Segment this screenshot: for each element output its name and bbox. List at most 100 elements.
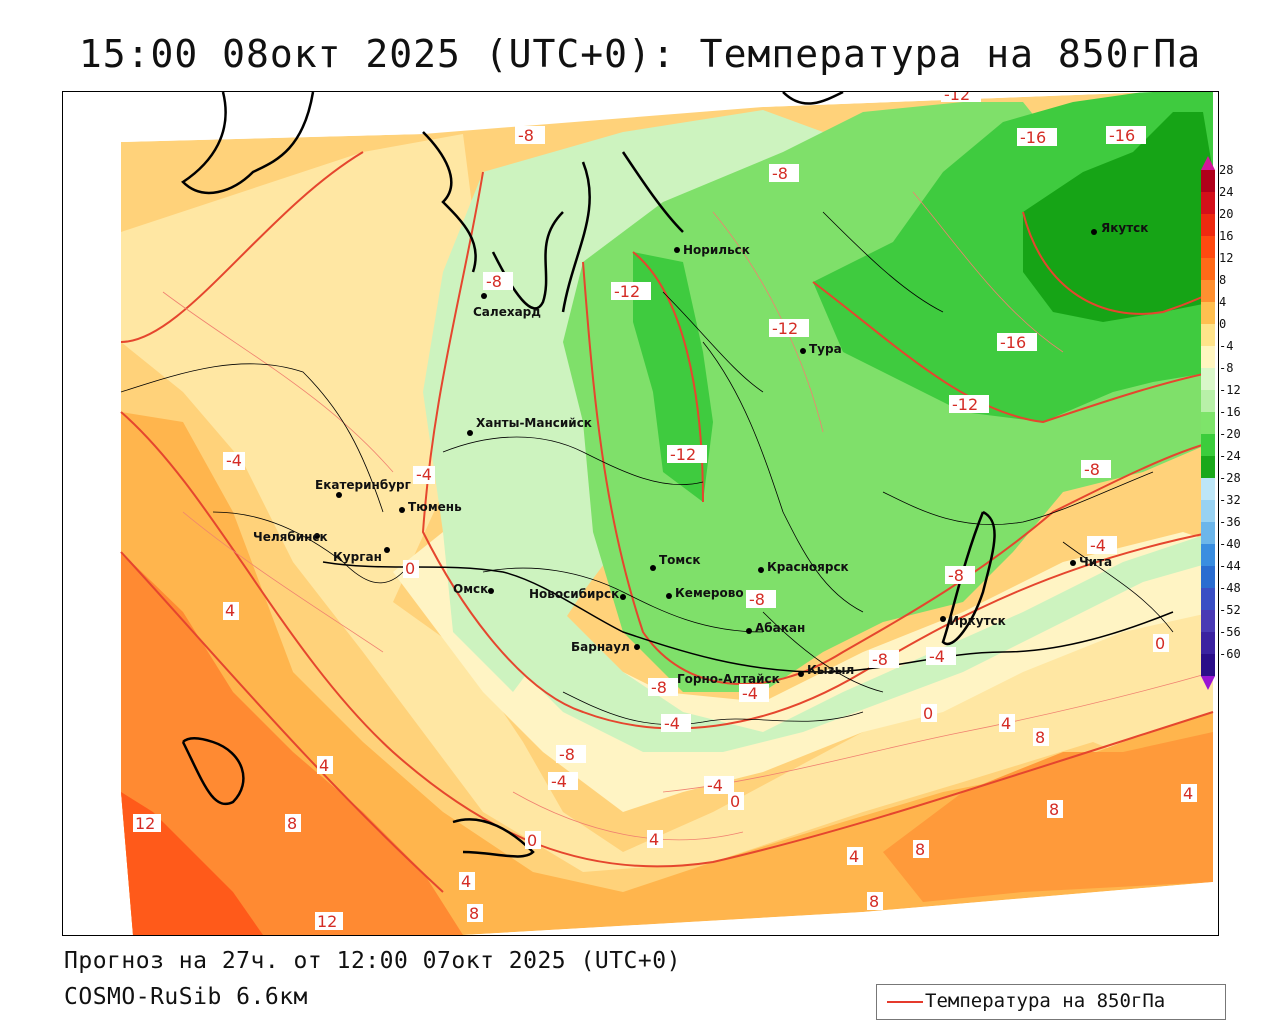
colorbar-level-label: -4: [1219, 339, 1233, 353]
city-label: Абакан: [755, 621, 805, 635]
contour-label: -8: [518, 126, 534, 145]
city-label: Красноярск: [767, 560, 849, 574]
city-label: Кызыл: [807, 663, 854, 677]
contour-label: 4: [1183, 784, 1193, 803]
contour-lines: [120, 151, 1214, 893]
city-label: Томск: [659, 553, 701, 567]
city-markers: Норильск Салехард Тура Якутск Ханты-Манс…: [253, 221, 1148, 686]
colorbar-level-label: -40: [1219, 537, 1241, 551]
contour-label: -12: [952, 395, 978, 414]
contour-label: -4: [551, 772, 567, 791]
state-border: [322, 561, 1174, 673]
colorbar-level-label: 0: [1219, 317, 1226, 331]
contour-label: -16: [1000, 333, 1026, 352]
contour-label: -8: [651, 678, 667, 697]
contour-label: -4: [707, 776, 723, 795]
contour-label: -4: [742, 684, 758, 703]
colorbar-level-label: -32: [1219, 493, 1241, 507]
colorbar-swatch: [1201, 588, 1215, 611]
colorbar-swatch: [1201, 192, 1215, 215]
city-label: Якутск: [1101, 221, 1148, 235]
colorbar-top-arrow: [1201, 156, 1215, 170]
colorbar-level-label: -36: [1219, 515, 1241, 529]
contour-label: -8: [749, 590, 765, 609]
temperature-map: Норильск Салехард Тура Якутск Ханты-Манс…: [63, 92, 1218, 935]
colorbar-level-label: 4: [1219, 295, 1226, 309]
city-label: Новосибирск: [529, 587, 619, 601]
colorbar-level-label: -24: [1219, 449, 1241, 463]
colorbar-level-label: -28: [1219, 471, 1241, 485]
contour-label: 8: [1049, 800, 1059, 819]
colorbar-swatch: [1201, 654, 1215, 677]
zone-0-4: [121, 134, 1213, 872]
contour-label: 4: [461, 872, 471, 891]
map-title: 15:00 08окт 2025 (UTC+0): Температура на…: [78, 32, 1202, 76]
city-label: Чита: [1079, 555, 1112, 569]
colorbar-level-label: -44: [1219, 559, 1241, 573]
contour-label: -8: [559, 745, 575, 764]
contour-label: 8: [287, 814, 297, 833]
outside-domain-nw: [63, 92, 423, 935]
legend-label: Температура на 850гПа: [925, 990, 1166, 1012]
city-label: Челябинск: [253, 530, 328, 544]
contour-label: -12: [670, 445, 696, 464]
colorbar-level-label: 8: [1219, 273, 1226, 287]
colorbar-swatch: [1201, 346, 1215, 369]
admin-borders: [120, 211, 1174, 725]
contour-label: -12: [614, 282, 640, 301]
colorbar-level-label: -16: [1219, 405, 1241, 419]
contour-label: 8: [469, 904, 479, 923]
city-label: Салехард: [473, 305, 541, 319]
colorbar-level-label: 16: [1219, 229, 1233, 243]
colorbar-swatch: [1201, 456, 1215, 479]
colorbar-level-label: -56: [1219, 625, 1241, 639]
contour-label: -16: [1109, 126, 1135, 145]
colorbar-bottom-arrow: [1201, 676, 1215, 690]
contour-label: 8: [869, 892, 879, 911]
colorbar-swatch: [1201, 390, 1215, 413]
contour-value-labels: -8 -8 -8 -8 -12 -12 -12 -12 -16 -16 -16 …: [133, 92, 1197, 931]
colorbar-swatch: [1201, 214, 1215, 237]
colorbar-swatch: [1201, 280, 1215, 303]
contour-label: -8: [772, 164, 788, 183]
city-label: Барнаул: [571, 640, 630, 654]
colorbar-swatch: [1201, 544, 1215, 567]
zone-minus8-minus4-south: [493, 532, 1213, 752]
colorbar-swatch: [1201, 566, 1215, 589]
contour-label: 0: [730, 792, 740, 811]
contour-label: 8: [1035, 728, 1045, 747]
colorbar-swatch: [1201, 412, 1215, 435]
city-label: Ханты-Мансийск: [476, 416, 592, 430]
contour-label: -4: [929, 647, 945, 666]
colorbar-swatch: [1201, 236, 1215, 259]
zone-below-minus16: [1023, 112, 1213, 322]
contour-label: 4: [1001, 714, 1011, 733]
legend: Температура на 850гПа: [876, 984, 1226, 1020]
zone-8-12: [121, 552, 463, 935]
contour-label: 0: [1155, 634, 1165, 653]
colorbar-level-label: 12: [1219, 251, 1233, 265]
contour-label: 12: [317, 912, 337, 931]
colorbar-swatch: [1201, 302, 1215, 325]
colorbar-swatch: [1201, 522, 1215, 545]
city-label: Горно-Алтайск: [677, 672, 780, 686]
colorbar-swatch: [1201, 478, 1215, 501]
contour-label: -16: [1020, 128, 1046, 147]
city-label: Иркутск: [949, 614, 1006, 628]
model-name: COSMO-RuSib 6.6км: [64, 984, 308, 1010]
contour-label: 8: [915, 840, 925, 859]
contour-label: -4: [664, 714, 680, 733]
colorbar-level-label: 24: [1219, 185, 1233, 199]
colorbar-level-label: 20: [1219, 207, 1233, 221]
colorbar: 28 24 20 16 12 8 4 0 -4 -8 -12 -16 -20 -24 -28 -32 -36 -4…: [1201, 156, 1241, 690]
city-label: Екатеринбург: [315, 478, 411, 492]
colorbar-level-label: 28: [1219, 163, 1233, 177]
colorbar-level-label: -52: [1219, 603, 1241, 617]
colorbar-swatch: [1201, 324, 1215, 347]
contour-label: 4: [649, 830, 659, 849]
legend-line-swatch: [887, 1001, 923, 1003]
forecast-info: Прогноз на 27ч. от 12:00 07окт 2025 (UTC…: [64, 948, 681, 974]
colorbar-level-label: -8: [1219, 361, 1233, 375]
city-label: Омск: [453, 582, 488, 596]
contour-label: -8: [872, 650, 888, 669]
